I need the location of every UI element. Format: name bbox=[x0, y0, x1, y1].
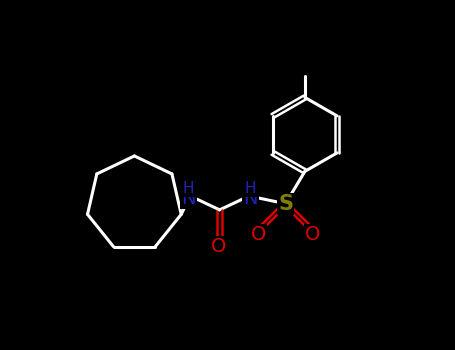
Text: O: O bbox=[251, 225, 266, 244]
Text: H: H bbox=[245, 181, 256, 196]
Text: N: N bbox=[243, 189, 258, 208]
Text: N: N bbox=[182, 189, 196, 208]
Text: S: S bbox=[278, 194, 293, 214]
Text: O: O bbox=[305, 225, 320, 244]
Text: H: H bbox=[183, 181, 194, 196]
Text: O: O bbox=[210, 237, 226, 256]
